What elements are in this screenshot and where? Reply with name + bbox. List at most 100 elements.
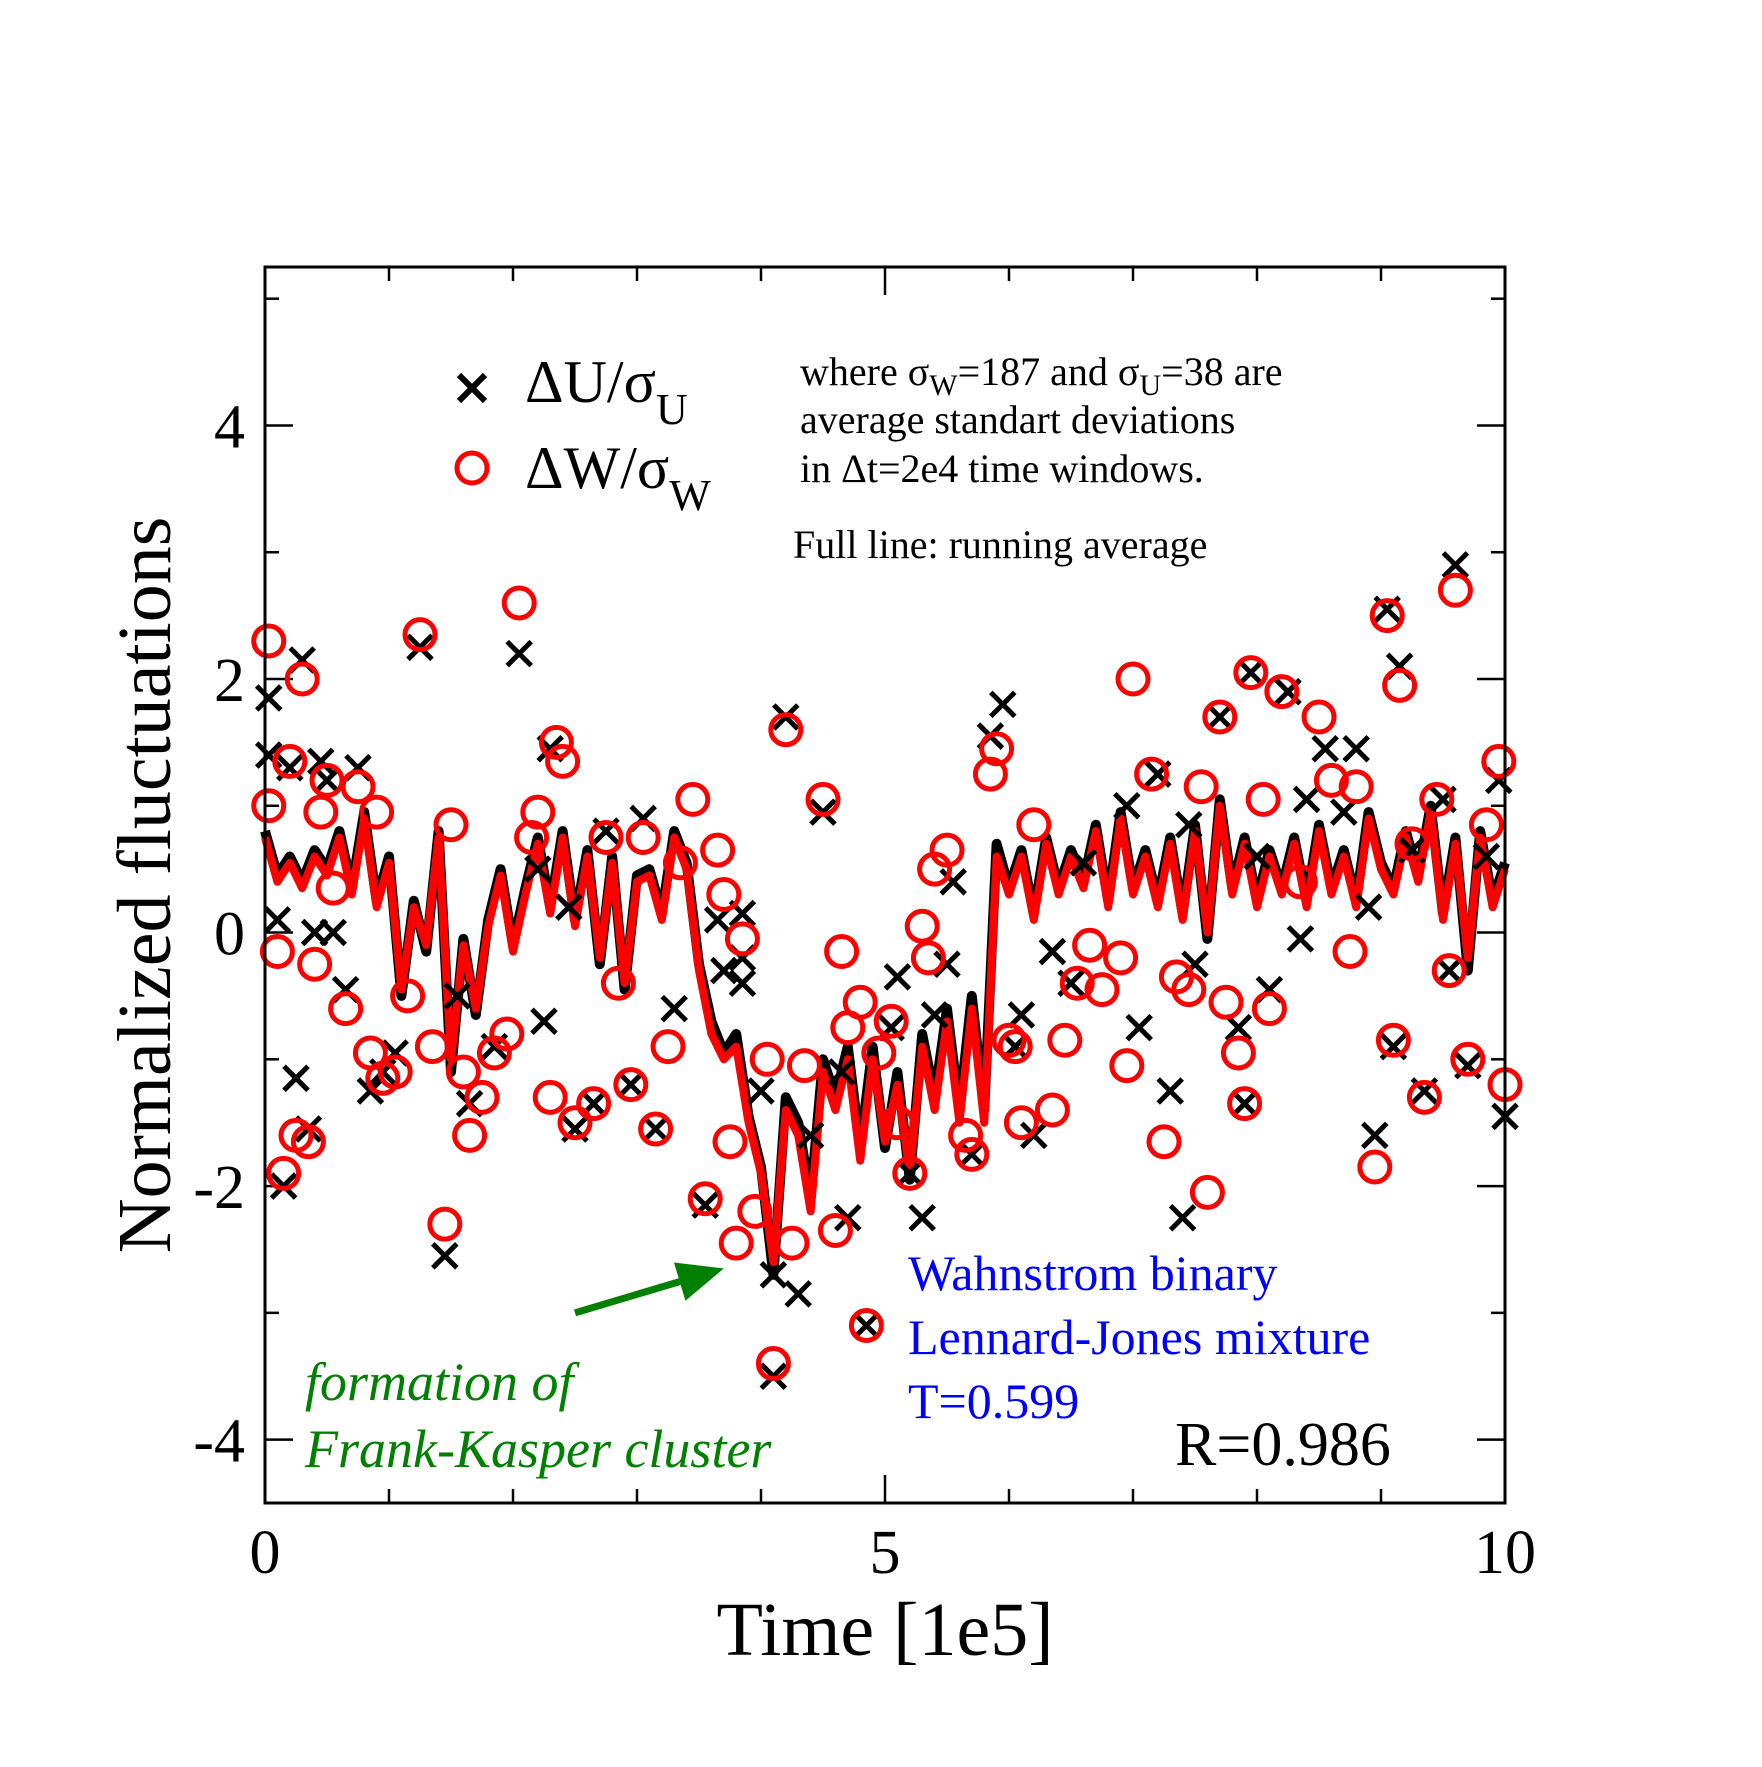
note-line-3: in Δt=2e4 time windows. — [800, 446, 1204, 491]
data-point-u — [555, 893, 583, 921]
data-point-u — [796, 1121, 825, 1150]
x-tick-label: 0 — [250, 1519, 281, 1587]
data-point-u — [505, 639, 533, 668]
data-point-w — [786, 1048, 822, 1084]
data-point-w — [414, 1029, 450, 1065]
data-point-w — [805, 781, 841, 817]
data-point-u-stroke — [555, 893, 583, 921]
data-point-w — [817, 1212, 853, 1248]
data-point-w — [576, 1086, 612, 1122]
data-point-u-stroke — [1125, 1013, 1153, 1042]
data-point-w — [954, 1136, 990, 1172]
data-point-u-stroke — [307, 747, 335, 776]
data-point-u-stroke — [443, 982, 471, 1010]
data-point-w — [340, 769, 376, 805]
data-point-u-stroke — [1441, 551, 1470, 579]
legend-label-w-sub: W — [669, 471, 711, 520]
data-point-u-stroke — [356, 1077, 385, 1105]
data-point-u — [939, 868, 967, 896]
data-point-w — [377, 1054, 413, 1090]
data-point-w — [824, 934, 860, 970]
data-point-w — [706, 877, 742, 913]
data-point-w — [1301, 699, 1337, 735]
data-point-w — [588, 819, 624, 855]
data-point-w — [979, 731, 1015, 767]
data-point-u — [617, 1070, 645, 1099]
data-point-u — [920, 1001, 949, 1029]
data-point-w — [545, 743, 581, 779]
data-point-w — [712, 1124, 748, 1160]
data-point-w — [402, 617, 438, 653]
data-point-w — [892, 1155, 928, 1191]
data-point-u-stroke — [1020, 1121, 1048, 1150]
data-point-u-stroke — [1342, 734, 1370, 763]
data-point-w — [1134, 756, 1170, 792]
x-tick-label: 10 — [1474, 1519, 1536, 1587]
data-point-u — [1156, 1077, 1184, 1105]
data-point-w — [251, 788, 287, 824]
data-point-w — [1450, 1041, 1486, 1077]
data-point-w — [489, 1016, 525, 1052]
data-point-w — [991, 1022, 1027, 1058]
data-point-w — [390, 978, 426, 1014]
data-point-u-stroke — [1230, 1089, 1259, 1118]
data-point-w — [1394, 826, 1430, 862]
data-point-u-stroke — [784, 1280, 812, 1308]
data-point-w — [1313, 762, 1349, 798]
data-point-w — [1034, 1092, 1070, 1128]
data-point-u-stroke — [989, 690, 1017, 719]
data-point-u — [1435, 956, 1463, 985]
data-point-w — [929, 832, 965, 868]
data-point-u — [1292, 785, 1321, 814]
data-point-u-stroke — [1113, 792, 1141, 820]
data-point-w — [1208, 984, 1244, 1020]
data-point-w — [1264, 674, 1300, 710]
data-point-w — [1202, 699, 1238, 735]
data-point-w — [1382, 667, 1418, 703]
data-point-u-stroke — [282, 1064, 310, 1093]
data-point-u-stroke — [1286, 925, 1315, 953]
data-point-u-stroke — [1354, 893, 1383, 921]
note-line-4: Full line: running average — [793, 522, 1207, 567]
data-point-u-stroke — [908, 1204, 936, 1232]
data-point-u-stroke — [319, 918, 347, 947]
data-point-w — [1481, 743, 1517, 779]
data-point-w — [972, 756, 1008, 792]
data-point-u — [524, 855, 552, 883]
data-point-w — [749, 1041, 785, 1077]
data-point-w — [284, 661, 320, 697]
data-point-u — [1342, 734, 1370, 763]
data-point-u — [1441, 551, 1470, 579]
data-point-w — [427, 1206, 463, 1242]
data-point-w — [557, 1105, 593, 1141]
data-point-u-stroke — [796, 1121, 825, 1150]
data-point-w — [1103, 940, 1139, 976]
data-point-w — [1016, 807, 1052, 843]
data-point-u — [1224, 1013, 1253, 1042]
y-tick-label: -2 — [193, 1154, 245, 1222]
data-point-u — [896, 1159, 924, 1188]
data-point-u — [710, 956, 738, 985]
annotation-line-1: formation of — [305, 1352, 581, 1412]
data-point-u-stroke — [728, 899, 757, 928]
data-point-w — [1357, 1149, 1393, 1185]
data-point-u-stroke — [263, 906, 292, 934]
note-line-1-sub-u: U — [1139, 369, 1161, 402]
data-point-u-stroke — [933, 950, 961, 978]
data-point-u-stroke — [530, 1007, 558, 1036]
data-point-u — [1206, 703, 1234, 731]
data-point-u-stroke — [1472, 842, 1501, 871]
data-point-w — [687, 1181, 723, 1217]
note-line-2: average standart deviations — [800, 397, 1235, 442]
annotation-line-2: Frank-Kasper cluster — [304, 1419, 772, 1479]
data-point-u-stroke — [505, 639, 533, 668]
data-point-w — [1072, 927, 1108, 963]
data-point-w — [514, 819, 550, 855]
data-point-w — [861, 1035, 897, 1071]
data-point-w — [724, 921, 760, 957]
data-point-u-stroke — [1175, 811, 1203, 839]
data-point-w — [1468, 807, 1504, 843]
data-point-u — [852, 1311, 881, 1340]
legend-label-w-main: ΔW/σ — [525, 435, 669, 501]
data-point-u-stroke — [313, 766, 341, 795]
